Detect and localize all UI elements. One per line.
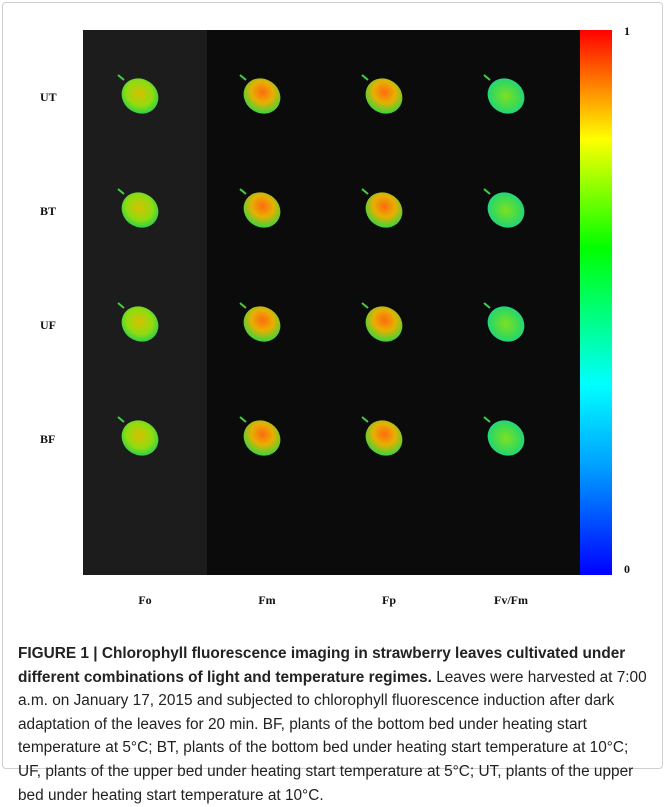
- leaf-stem: [239, 416, 247, 423]
- leaf: [487, 420, 525, 456]
- leaf-stem: [117, 188, 125, 195]
- leaf-stem: [483, 74, 491, 81]
- leaf: [365, 420, 403, 456]
- leaf: [243, 192, 281, 228]
- figure-frame: [2, 2, 663, 769]
- leaf-stem: [239, 74, 247, 81]
- column-label: Fv/Fm: [494, 593, 528, 607]
- row-label: UT: [40, 90, 57, 104]
- leaf: [243, 420, 281, 456]
- leaf: [487, 306, 525, 342]
- leaf-stem: [483, 416, 491, 423]
- column-label: Fp: [382, 593, 396, 607]
- caption: FIGURE 1 | Chlorophyll fluorescence imag…: [18, 642, 654, 807]
- image-panel: [83, 30, 207, 575]
- leaf: [121, 306, 159, 342]
- leaf: [243, 78, 281, 114]
- leaf-stem: [117, 416, 125, 423]
- caption-title: Chlorophyll fluorescence imaging in stra…: [18, 645, 626, 686]
- leaf-stem: [361, 188, 369, 195]
- leaf: [121, 78, 159, 114]
- leaf: [121, 420, 159, 456]
- leaf-stem: [239, 188, 247, 195]
- row-label: UF: [40, 318, 56, 332]
- leaf-stem: [117, 74, 125, 81]
- leaf-stem: [483, 188, 491, 195]
- row-label: BF: [40, 432, 55, 446]
- leaf-stem: [361, 416, 369, 423]
- colorbar-max: 1: [624, 24, 630, 38]
- leaf: [487, 78, 525, 114]
- colorbar-min: 0: [624, 562, 630, 576]
- leaf: [365, 78, 403, 114]
- row-label: BT: [40, 204, 56, 218]
- leaf: [365, 306, 403, 342]
- leaf: [243, 306, 281, 342]
- column-label: Fo: [138, 593, 151, 607]
- leaf-stem: [483, 302, 491, 309]
- figure-image: 1 0 UT BT UF BF Fo Fm Fp Fv/Fm: [40, 24, 630, 607]
- leaf-stem: [361, 74, 369, 81]
- caption-text: Leaves were harvested at 7:00 a.m. on Ja…: [18, 668, 647, 804]
- column-label: Fm: [258, 593, 275, 607]
- leaf: [121, 192, 159, 228]
- leaf-stem: [117, 302, 125, 309]
- colorbar: [580, 30, 612, 575]
- leaf-stem: [361, 302, 369, 309]
- caption-label: FIGURE 1 |: [18, 645, 98, 662]
- leaf-stem: [239, 302, 247, 309]
- leaf: [487, 192, 525, 228]
- leaf: [365, 192, 403, 228]
